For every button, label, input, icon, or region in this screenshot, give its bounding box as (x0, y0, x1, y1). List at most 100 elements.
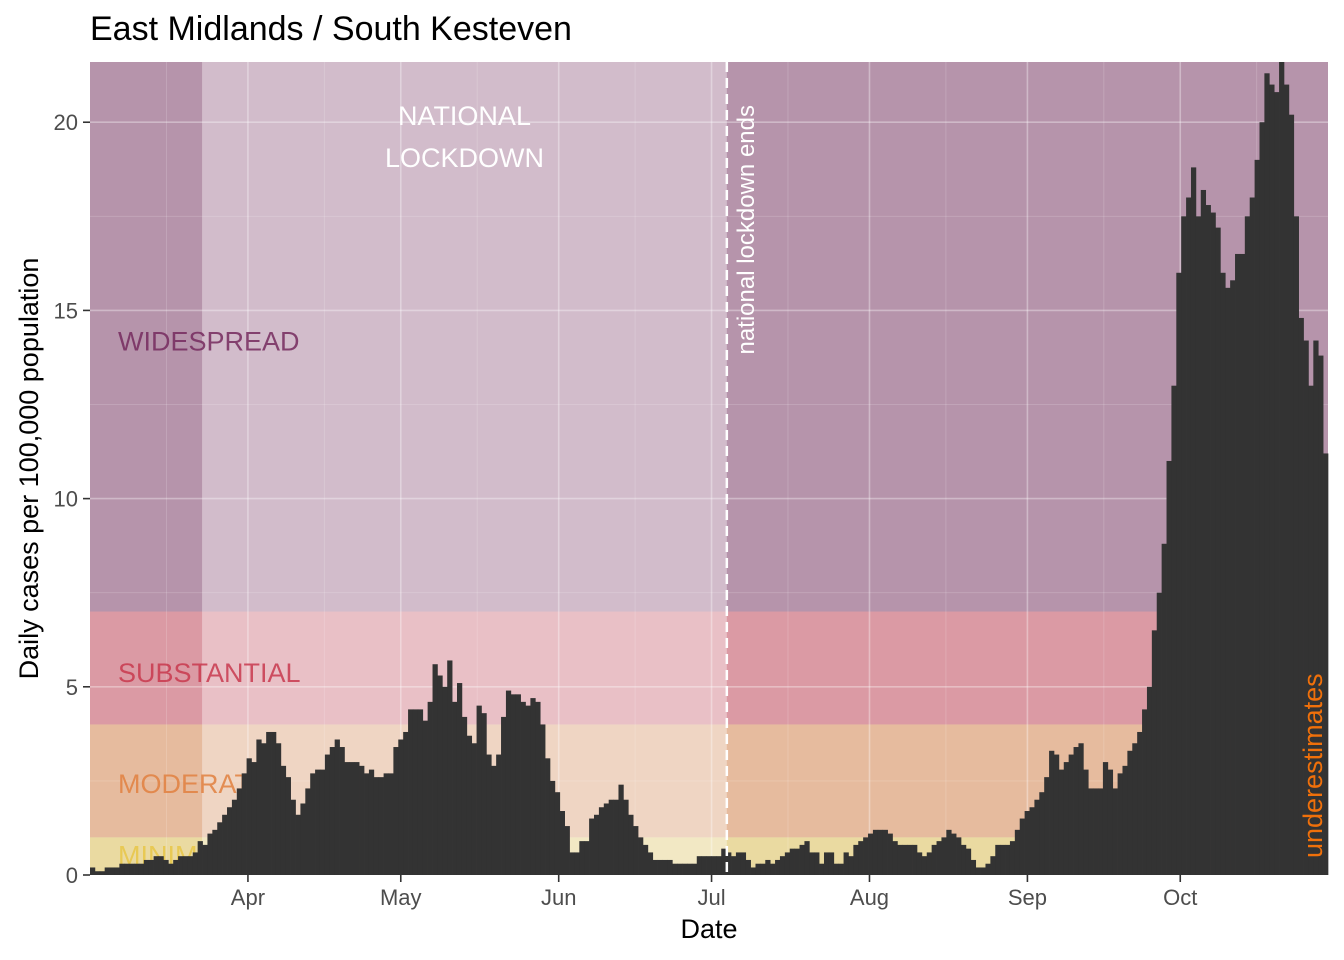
bar (256, 739, 262, 875)
bar (1137, 731, 1143, 875)
bar (1098, 788, 1104, 875)
bar (975, 867, 981, 875)
bar (579, 841, 585, 875)
bar (432, 664, 438, 875)
bar (422, 720, 428, 875)
bar (461, 716, 468, 875)
bar (1279, 62, 1285, 875)
bar (1156, 592, 1162, 875)
bar (1014, 829, 1021, 875)
bar (1264, 73, 1270, 875)
bar (1039, 792, 1045, 875)
bar (104, 867, 110, 875)
bar (1078, 743, 1084, 875)
bar (564, 826, 570, 875)
bar (182, 856, 189, 875)
bar (515, 694, 521, 875)
lockdown-label-line1: NATIONAL (398, 101, 531, 131)
bar (770, 863, 776, 875)
bar (442, 686, 448, 875)
bar (784, 852, 791, 875)
bar (530, 698, 536, 875)
bar (936, 841, 942, 875)
bar (623, 799, 629, 875)
bar (745, 859, 751, 875)
bar (192, 852, 199, 875)
bar (1102, 762, 1109, 875)
bar (368, 769, 375, 875)
bar (334, 739, 340, 875)
bar (471, 743, 477, 875)
bar (1205, 205, 1211, 875)
bar (921, 856, 928, 875)
bar (545, 758, 551, 875)
bar (814, 852, 820, 875)
bar (427, 701, 433, 875)
bar (90, 867, 96, 875)
bar (633, 826, 639, 875)
bar (417, 709, 424, 875)
bar (447, 660, 453, 875)
bar (1195, 216, 1202, 875)
bar (549, 780, 556, 875)
bar (1117, 773, 1123, 875)
bar (501, 716, 507, 875)
bar (138, 863, 145, 875)
bar (765, 859, 771, 875)
bar (608, 799, 614, 875)
bar (383, 773, 389, 875)
bar (217, 822, 223, 875)
bar (481, 713, 487, 875)
bar (902, 844, 908, 875)
bar (980, 867, 986, 875)
bar (241, 773, 247, 875)
bar (134, 863, 140, 875)
bar (378, 777, 384, 875)
bar (329, 747, 336, 875)
bar (789, 848, 795, 875)
bar (1132, 743, 1138, 875)
bar (510, 694, 517, 875)
bar (584, 841, 590, 875)
bar (872, 829, 879, 875)
band-label-substantial: SUBSTANTIAL (118, 658, 301, 688)
bar (227, 807, 233, 875)
bar (1220, 272, 1226, 875)
bar (261, 743, 267, 875)
underestimates-label: underestimates (1298, 673, 1328, 858)
bar (735, 852, 742, 875)
bar (912, 844, 918, 875)
gridlines (90, 62, 1328, 875)
bar (574, 852, 580, 875)
bar (456, 683, 463, 875)
x-tick-label: Jul (697, 885, 725, 910)
bar (280, 765, 287, 875)
y-tick-label: 15 (54, 298, 78, 323)
x-tick-label: Jun (541, 885, 576, 910)
bar (892, 841, 898, 875)
bar (1235, 253, 1241, 876)
bar (496, 754, 502, 875)
bar (1293, 216, 1299, 875)
bar (799, 844, 805, 875)
bar (916, 852, 923, 875)
bar (344, 762, 350, 875)
bar (838, 863, 844, 875)
bar (290, 799, 296, 875)
bar (1190, 167, 1197, 875)
bar (1073, 747, 1079, 875)
x-tick-label: Sep (1008, 885, 1047, 910)
bar (1009, 841, 1016, 875)
bar (285, 777, 291, 875)
bar (315, 769, 321, 875)
bar (1288, 114, 1295, 875)
bar (926, 852, 932, 875)
x-axis-title: Date (680, 914, 737, 944)
bar (1215, 227, 1221, 876)
bar (403, 731, 409, 875)
band-widespread (90, 62, 1328, 612)
bar (1259, 122, 1265, 875)
band-label-widespread: WIDESPREAD (118, 327, 300, 357)
bar (1122, 765, 1128, 875)
bar (1283, 84, 1290, 876)
